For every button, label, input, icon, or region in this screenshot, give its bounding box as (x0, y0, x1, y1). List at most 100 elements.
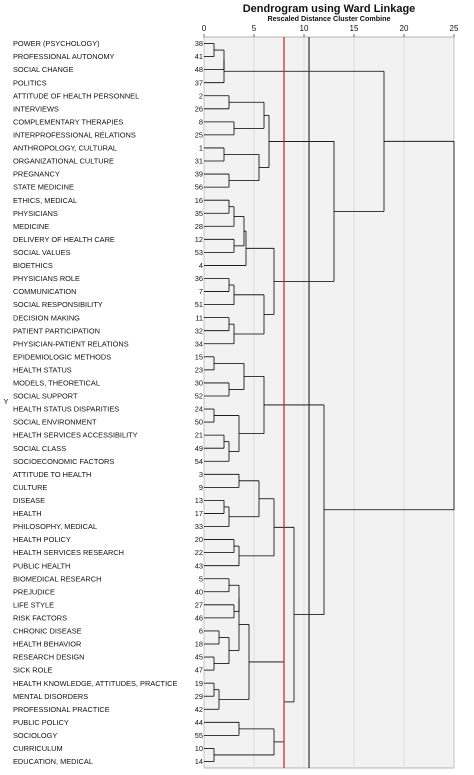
leaf-id: 2 (199, 91, 203, 100)
leaf-label: COMPLEMENTARY THERAPIES (13, 117, 123, 126)
leaf-id: 18 (195, 640, 203, 649)
leaf-id: 54 (195, 457, 203, 466)
cut-lines (283, 37, 310, 768)
leaf-id: 44 (195, 718, 203, 727)
leaf-label: COMMUNICATION (13, 287, 77, 296)
leaf-id: 56 (195, 183, 203, 192)
leaf-id: 26 (195, 104, 203, 113)
leaf-label: CHRONIC DISEASE (13, 627, 82, 636)
leaf-label: PROFESSIONAL PRACTICE (13, 705, 110, 714)
x-axis-ticks: 0 5 10 15 20 25 (202, 24, 459, 37)
leaf-id: 32 (195, 326, 203, 335)
leaf-id: 41 (195, 52, 203, 61)
leaf-id: 1 (199, 144, 203, 153)
leaf-id: 35 (195, 209, 203, 218)
leaf-label: ATTITUDE TO HEALTH (13, 470, 91, 479)
chart-subtitle: Rescaled Distance Cluster Combine (267, 14, 390, 23)
leaf-id: 45 (195, 653, 203, 662)
leaf-label: HEALTH STATUS DISPARITIES (13, 405, 119, 414)
leaf-id: 50 (195, 418, 203, 427)
leaf-id: 5 (199, 574, 203, 583)
leaf-label: INTERPROFESSIONAL RELATIONS (13, 131, 136, 140)
leaf-label: PREJUDICE (13, 587, 55, 596)
leaf-label: HEALTH (13, 509, 42, 518)
leaf-label: SICK ROLE (13, 666, 52, 675)
leaf-id: 30 (195, 379, 203, 388)
leaf-id: 20 (195, 535, 203, 544)
leaf-label: SOCIOLOGY (13, 731, 57, 740)
leaf-id: 43 (195, 561, 203, 570)
leaf-label: MENTAL DISORDERS (13, 692, 88, 701)
leaf-label: HEALTH POLICY (13, 535, 71, 544)
leaf-label: BIOETHICS (13, 261, 53, 270)
leaf-label: SOCIAL RESPONSIBILITY (13, 300, 103, 309)
leaf-label: HEALTH SERVICES ACCESSIBILITY (13, 431, 138, 440)
leaf-label: MODELS, THEORETICAL (13, 379, 100, 388)
leaf-id: 46 (195, 613, 203, 622)
leaf-id: 36 (195, 274, 203, 283)
leaf-label: SOCIAL CHANGE (13, 65, 74, 74)
leaf-label: PHYSICIAN-PATIENT RELATIONS (13, 339, 129, 348)
leaf-id: 52 (195, 392, 203, 401)
leaf-label: SOCIAL VALUES (13, 248, 71, 257)
leaf-id: 27 (195, 600, 203, 609)
chart-title: Dendrogram using Ward Linkage (243, 3, 416, 15)
leaf-label: DECISION MAKING (13, 313, 80, 322)
leaf-id: 22 (195, 548, 203, 557)
leaf-id: 29 (195, 692, 203, 701)
leaf-id: 4 (199, 261, 203, 270)
leaf-id: 15 (195, 352, 203, 361)
leaf-id: 42 (195, 705, 203, 714)
leaf-label: ATTITUDE OF HEALTH PERSONNEL (13, 91, 139, 100)
leaf-label: HEALTH BEHAVIOR (13, 640, 81, 649)
leaf-label: PHYSICIANS (13, 209, 58, 218)
leaf-label: ORGANIZATIONAL CULTURE (13, 157, 114, 166)
leaf-label: ETHICS, MEDICAL (13, 196, 77, 205)
leaf-label: DISEASE (13, 496, 45, 505)
leaf-id: 19 (195, 679, 203, 688)
x-tick-label: 20 (400, 24, 409, 33)
leaf-id: 38 (195, 39, 203, 48)
leaf-label: PATIENT PARTICIPATION (13, 326, 100, 335)
leaf-label: PREGNANCY (13, 170, 60, 179)
leaf-label: SOCIAL CLASS (13, 444, 66, 453)
leaf-id: 33 (195, 522, 203, 531)
leaf-id: 51 (195, 300, 203, 309)
leaf-label: HEALTH STATUS (13, 365, 72, 374)
leaf-label: PHYSICIANS ROLE (13, 274, 80, 283)
leaf-label: PUBLIC HEALTH (13, 561, 70, 570)
leaf-label: CULTURE (13, 483, 47, 492)
leaf-id: 9 (199, 483, 203, 492)
leaf-id: 8 (199, 117, 203, 126)
leaf-id: 39 (195, 170, 203, 179)
leaf-id: 12 (195, 235, 203, 244)
leaf-id: 25 (195, 131, 203, 140)
leaf-id: 55 (195, 731, 203, 740)
leaf-label: PUBLIC POLICY (13, 718, 69, 727)
leaf-label: ANTHROPOLOGY, CULTURAL (13, 144, 117, 153)
leaf-id: 6 (199, 627, 203, 636)
leaf-label: CURRICULUM (13, 744, 63, 753)
grid-lines (203, 37, 455, 768)
leaf-id: 47 (195, 666, 203, 675)
plot-area (203, 36, 455, 769)
leaf-label: POWER (PSYCHOLOGY) (13, 39, 100, 48)
leaf-id: 24 (195, 405, 203, 414)
leaf-id: 28 (195, 222, 203, 231)
leaf-id: 3 (199, 470, 203, 479)
leaf-id: 10 (195, 744, 203, 753)
leaf-id: 31 (195, 157, 203, 166)
dendrogram-links (204, 43, 455, 762)
leaf-id: 17 (195, 509, 203, 518)
leaf-id: 48 (195, 65, 203, 74)
leaf-label: SOCIAL ENVIRONMENT (13, 418, 97, 427)
x-tick-label: 0 (202, 24, 207, 33)
leaf-label: RISK FACTORS (13, 613, 67, 622)
leaf-label: PHILOSOPHY, MEDICAL (13, 522, 97, 531)
leaf-id: 16 (195, 196, 203, 205)
leaf-id: 14 (195, 757, 203, 766)
leaf-label: EDUCATION, MEDICAL (13, 757, 93, 766)
leaf-label: RESEARCH DESIGN (13, 653, 84, 662)
leaf-labels: POWER (PSYCHOLOGY) PROFESSIONAL AUTONOMY S… (13, 39, 177, 766)
